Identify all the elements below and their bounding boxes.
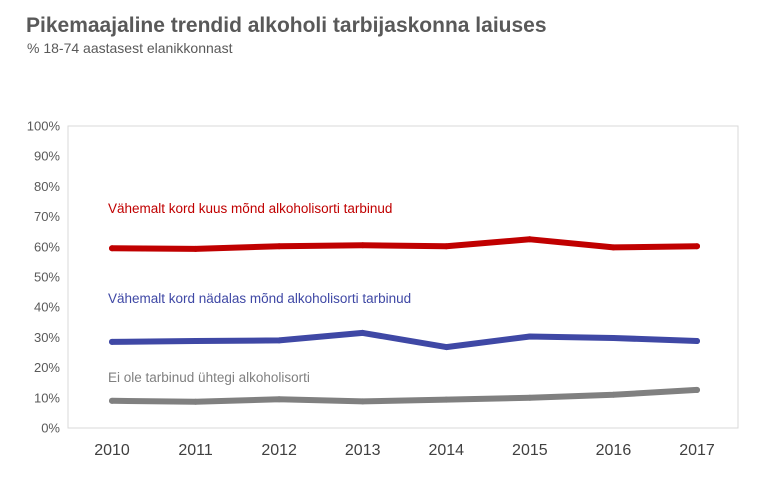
y-tick-label: 30%	[34, 330, 60, 345]
y-tick-label: 50%	[34, 270, 60, 285]
data-point	[276, 243, 283, 250]
data-point	[526, 236, 533, 243]
data-point	[610, 335, 617, 342]
plot-area-frame	[67, 125, 739, 429]
data-point	[694, 386, 700, 393]
data-point	[109, 338, 115, 345]
x-tick-label: 2010	[94, 442, 130, 459]
data-point	[526, 333, 533, 340]
data-point	[694, 338, 700, 345]
y-tick-label: 60%	[34, 239, 60, 254]
series-label: Vähemalt kord kuus mõnd alkoholisorti ta…	[108, 201, 392, 216]
x-tick-label: 2011	[178, 442, 213, 459]
data-point	[359, 398, 366, 405]
data-point	[192, 398, 199, 405]
y-tick-label: 40%	[34, 300, 60, 315]
chart-title: Pikemaajaline trendid alkoholi tarbijask…	[26, 14, 547, 37]
y-tick-label: 100%	[27, 119, 61, 134]
x-tick-label: 2015	[512, 442, 548, 459]
data-point	[192, 338, 199, 345]
series-label: Vähemalt kord nädalas mõnd alkoholisorti…	[108, 291, 411, 306]
series-line	[109, 236, 700, 252]
y-tick-label: 10%	[34, 390, 60, 405]
data-point	[526, 394, 533, 401]
data-point	[359, 329, 366, 336]
y-tick-label: 20%	[34, 360, 60, 375]
series-line	[109, 329, 700, 351]
series-line	[109, 386, 700, 405]
data-point	[443, 344, 450, 351]
data-point	[610, 391, 617, 398]
series-label: Ei ole tarbinud ühtegi alkoholisorti	[108, 370, 310, 385]
data-point	[610, 244, 617, 251]
data-point	[359, 242, 366, 249]
x-tick-label: 2016	[596, 442, 632, 459]
x-tick-label: 2012	[261, 442, 297, 459]
y-tick-label: 70%	[34, 209, 60, 224]
y-tick-label: 0%	[41, 421, 60, 436]
data-point	[109, 397, 115, 404]
data-point	[276, 396, 283, 403]
x-tick-label: 2017	[679, 442, 715, 459]
data-point	[443, 396, 450, 403]
x-tick-label: 2014	[428, 442, 464, 459]
data-point	[192, 245, 199, 252]
chart-subtitle: % 18-74 aastasest elanikkonnast	[27, 40, 233, 56]
y-tick-label: 80%	[34, 179, 60, 194]
data-point	[109, 245, 115, 252]
y-tick-label: 90%	[34, 149, 60, 164]
x-tick-label: 2013	[345, 442, 381, 459]
data-point	[276, 337, 283, 344]
data-point	[694, 243, 700, 250]
data-point	[443, 243, 450, 250]
